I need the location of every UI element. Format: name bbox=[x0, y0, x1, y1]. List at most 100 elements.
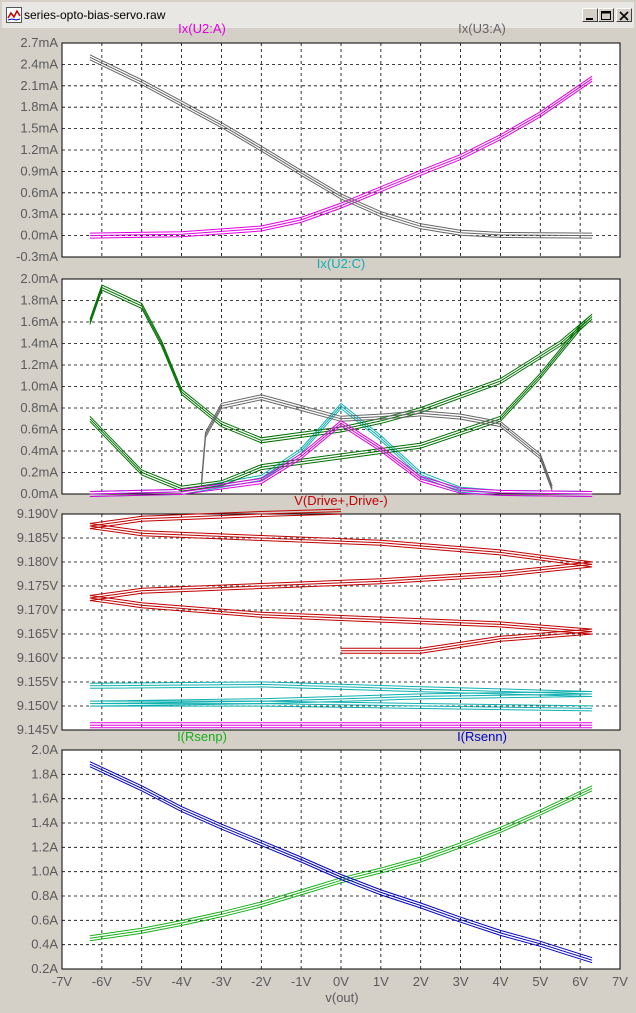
x-tick-label: 0V bbox=[333, 974, 349, 989]
pane-1-grid bbox=[62, 43, 620, 257]
y-tick-label: 9.145V bbox=[17, 722, 59, 737]
y-tick-label: 2.7mA bbox=[20, 35, 58, 50]
pane-3[interactable]: 9.145V 9.150V 9.155V 9.160V 9.165V 9.170V 9.17… bbox=[17, 493, 621, 737]
y-tick-label: 9.185V bbox=[17, 530, 59, 545]
y-tick-label: 0.0mA bbox=[20, 228, 58, 243]
maximize-icon bbox=[601, 11, 611, 20]
y-tick-label: 0.4A bbox=[31, 937, 58, 952]
series-line bbox=[89, 75, 593, 234]
series-line bbox=[89, 508, 593, 649]
series-trace-2 bbox=[201, 394, 553, 492]
x-tick-label: -7V bbox=[52, 974, 73, 989]
series-line bbox=[89, 511, 593, 652]
y-tick-label: 0.2mA bbox=[20, 465, 58, 480]
series-line bbox=[89, 56, 593, 237]
y-tick-label: 0.2A bbox=[31, 961, 58, 976]
y-tick-label: 9.160V bbox=[17, 650, 59, 665]
y-tick-label: 1.2mA bbox=[20, 142, 58, 157]
y-tick-label: 1.8mA bbox=[20, 99, 58, 114]
y-tick-label: 1.4A bbox=[31, 815, 58, 830]
pane-4[interactable]: 0.2A 0.4A 0.6A 0.8A 1.0A 1.2A 1.4A 1.6A 1.8A 2.0A… bbox=[31, 729, 628, 1005]
x-tick-label: -3V bbox=[211, 974, 232, 989]
series-line bbox=[89, 424, 593, 497]
x-axis-label: v(out) bbox=[325, 990, 358, 1005]
x-tick-label: -2V bbox=[251, 974, 272, 989]
trace-title[interactable]: Ix(U2:C) bbox=[317, 256, 365, 271]
y-tick-label: 9.155V bbox=[17, 674, 59, 689]
y-tick-label: 1.6mA bbox=[20, 314, 58, 329]
x-tick-label: -6V bbox=[92, 974, 113, 989]
y-tick-label: 0.6mA bbox=[20, 422, 58, 437]
series-line bbox=[89, 289, 593, 492]
series-line bbox=[89, 284, 593, 487]
series-line bbox=[89, 790, 593, 942]
series-ix-u2-a- bbox=[89, 75, 593, 239]
y-tick-label: -0.3mA bbox=[16, 249, 58, 264]
window-title: series-opto-bias-servo.raw bbox=[24, 8, 166, 22]
trace-legend-label[interactable]: I(Rsenp) bbox=[177, 729, 227, 744]
series-trace-2 bbox=[89, 722, 593, 729]
series-v-drive-drive- bbox=[89, 508, 593, 654]
x-tick-label: -5V bbox=[132, 974, 153, 989]
minimize-icon bbox=[586, 18, 593, 20]
series-line bbox=[89, 785, 593, 937]
y-tick-label: 1.2A bbox=[31, 839, 58, 854]
y-tick-label: 1.0A bbox=[31, 864, 58, 879]
close-icon bbox=[619, 11, 629, 21]
x-tick-label: -1V bbox=[291, 974, 312, 989]
close-button[interactable] bbox=[616, 8, 632, 22]
series-line bbox=[89, 286, 593, 490]
series-line bbox=[89, 681, 593, 707]
series-line bbox=[201, 396, 553, 489]
y-tick-label: 1.6A bbox=[31, 791, 58, 806]
y-tick-label: 1.8mA bbox=[20, 293, 58, 308]
series-line bbox=[89, 402, 593, 492]
trace-title[interactable]: V(Drive+,Drive-) bbox=[294, 493, 388, 508]
trace-legend-label[interactable]: I(Rsenn) bbox=[457, 729, 507, 744]
y-tick-label: 2.0mA bbox=[20, 271, 58, 286]
series-line bbox=[89, 405, 593, 495]
maximize-button[interactable] bbox=[598, 8, 614, 22]
series-line bbox=[89, 683, 593, 709]
y-tick-label: 0.8A bbox=[31, 888, 58, 903]
series-line bbox=[201, 394, 553, 487]
y-tick-label: 2.4mA bbox=[20, 56, 58, 71]
x-tick-label: 2V bbox=[413, 974, 429, 989]
y-tick-label: 1.0mA bbox=[20, 379, 58, 394]
trace-legend-label[interactable]: Ix(U2:A) bbox=[178, 21, 226, 36]
pane-1[interactable]: -0.3mA 0.0mA 0.3mA 0.6mA 0.9mA 1.2mA 1.5mA 1.8m… bbox=[16, 21, 621, 264]
waveform-file-icon bbox=[6, 7, 22, 23]
series-line bbox=[89, 763, 593, 961]
series-trace-3 bbox=[89, 419, 593, 497]
trace-legend-label[interactable]: Ix(U3:A) bbox=[458, 21, 506, 36]
y-tick-label: 1.4mA bbox=[20, 336, 58, 351]
series-line bbox=[89, 686, 593, 712]
y-tick-label: 0.3mA bbox=[20, 206, 58, 221]
y-tick-label: 9.150V bbox=[17, 698, 59, 713]
pane-3-grid bbox=[62, 514, 620, 730]
series-line bbox=[89, 78, 593, 237]
pane-4-grid bbox=[62, 750, 620, 969]
series-line bbox=[89, 407, 593, 497]
x-tick-label: 3V bbox=[453, 974, 469, 989]
series-line bbox=[89, 422, 593, 495]
title-bar[interactable]: series-opto-bias-servo.raw bbox=[2, 2, 634, 28]
x-tick-label: 6V bbox=[572, 974, 588, 989]
series-line bbox=[89, 54, 593, 234]
series-i-rsenn- bbox=[89, 761, 593, 964]
series-ix-u3-a- bbox=[89, 54, 593, 239]
series-line bbox=[89, 59, 593, 239]
y-tick-label: 1.2mA bbox=[20, 357, 58, 372]
series-ix-u2-c- bbox=[89, 402, 593, 497]
y-tick-label: 9.190V bbox=[17, 506, 59, 521]
y-tick-label: 2.1mA bbox=[20, 78, 58, 93]
minimize-button[interactable] bbox=[582, 8, 598, 22]
y-tick-label: 0.6A bbox=[31, 912, 58, 927]
series-line bbox=[89, 766, 593, 964]
pane-2[interactable]: 0.0mA 0.2mA 0.4mA 0.6mA 0.8mA 1.0mA 1.2mA 1.4mA… bbox=[20, 256, 621, 501]
series-line bbox=[89, 80, 593, 239]
series-line bbox=[89, 419, 593, 492]
y-tick-label: 0.0mA bbox=[20, 486, 58, 501]
